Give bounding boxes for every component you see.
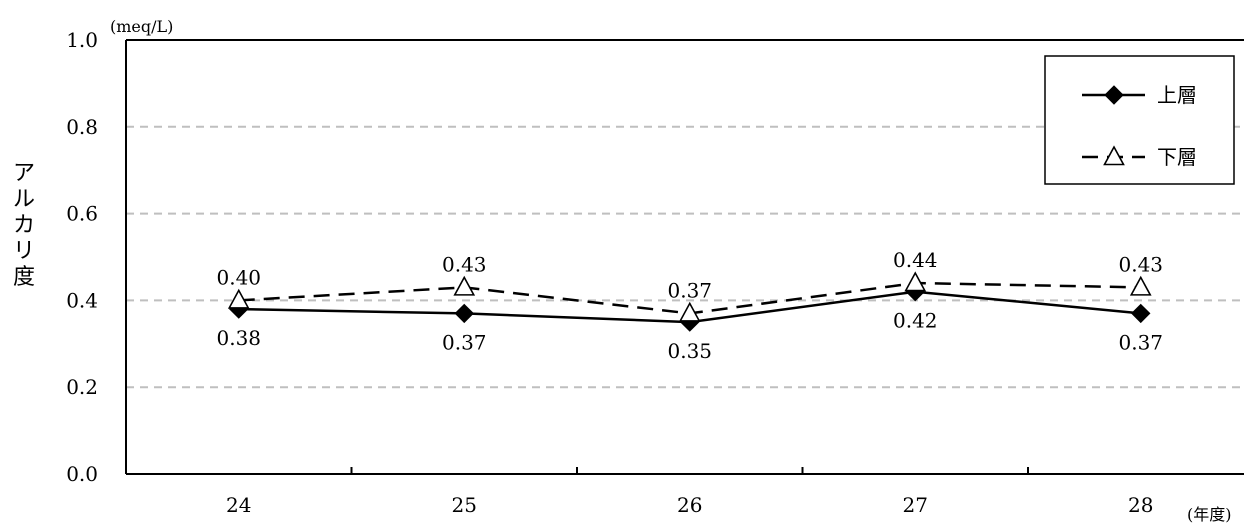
y-tick-label: 0.8 (66, 115, 98, 139)
legend-box (1044, 55, 1235, 185)
data-label: 0.44 (893, 248, 938, 272)
data-label: 0.37 (667, 278, 712, 302)
series-layer: 0.38 0.37 0.35 0.42 0.37 0.40 0.43 0.37 0.44 0.43 (216, 248, 1163, 363)
y-axis-title-char: 度 (13, 265, 35, 290)
data-point-diamond (1131, 303, 1151, 324)
series-markers (227, 271, 1152, 322)
y-tick-label: 0.6 (66, 202, 98, 226)
data-label: 0.43 (1118, 252, 1163, 276)
x-tick-label: 25 (452, 493, 477, 517)
y-axis-title-char: ア (13, 161, 35, 186)
y-unit-label: (meq/L) (110, 17, 173, 36)
y-tick-label: 0.4 (66, 288, 98, 312)
data-label: 0.35 (667, 339, 712, 363)
legend-label: 上層 (1157, 83, 1197, 107)
data-label: 0.42 (893, 309, 938, 333)
y-tick-labels: 0.0 0.2 0.4 0.6 0.8 1.0 (66, 28, 98, 486)
x-tick-marks (350, 467, 1029, 474)
data-label: 0.37 (442, 330, 487, 354)
y-tick-label: 0.0 (66, 462, 98, 486)
y-axis-title-char: ル (13, 187, 35, 212)
data-labels: 0.40 0.43 0.37 0.44 0.43 (216, 248, 1163, 302)
data-point-triangle (453, 275, 476, 296)
y-axis-title-char: リ (13, 239, 35, 264)
y-tick-label: 0.2 (66, 375, 98, 399)
x-tick-label: 26 (677, 493, 702, 517)
data-point-triangle (227, 288, 250, 309)
x-tick-labels: 24 25 26 27 28 (226, 493, 1153, 517)
data-point-triangle (678, 301, 701, 322)
x-axis-label: (年度) (1187, 505, 1232, 524)
y-axis-title-char: カ (13, 213, 35, 238)
x-tick-label: 27 (903, 493, 928, 517)
x-tick-label: 24 (226, 493, 251, 517)
y-tick-label: 1.0 (66, 28, 98, 52)
data-point-triangle (904, 271, 927, 292)
data-label: 0.38 (216, 326, 261, 350)
data-point-diamond (454, 303, 474, 324)
data-label: 0.37 (1118, 330, 1163, 354)
data-label: 0.43 (442, 252, 487, 276)
data-labels: 0.38 0.37 0.35 0.42 0.37 (216, 309, 1163, 363)
data-point-triangle (1103, 145, 1125, 166)
x-tick-label: 28 (1128, 493, 1153, 517)
data-point-triangle (1129, 275, 1152, 296)
legend-label: 下層 (1157, 145, 1197, 169)
data-point-diamond (1104, 85, 1124, 105)
data-label: 0.40 (216, 265, 261, 289)
